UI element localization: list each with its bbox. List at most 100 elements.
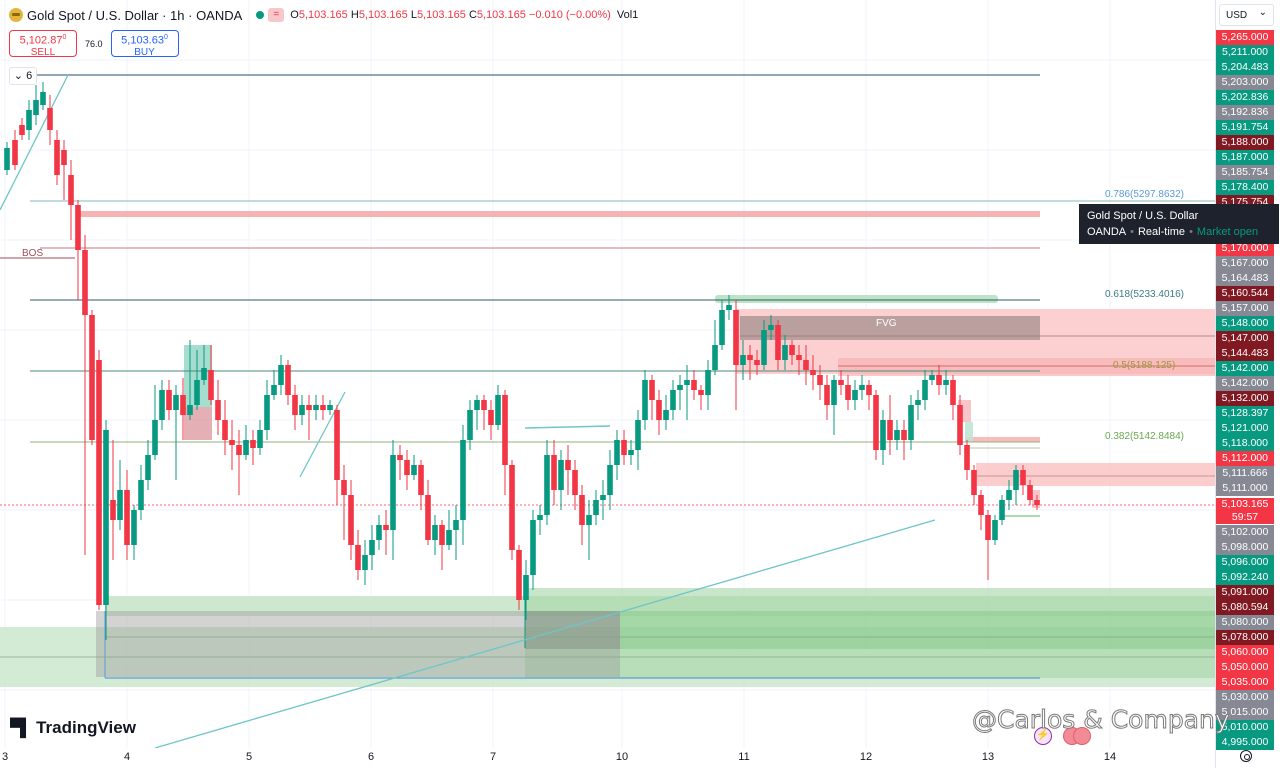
candle-body bbox=[614, 440, 620, 465]
time-axis-tick: 11 bbox=[738, 751, 750, 763]
indicators-collapse-button[interactable]: ⌄ 6 bbox=[9, 67, 37, 85]
price-axis-label: 5,202.836 bbox=[1216, 90, 1274, 105]
candle-body bbox=[698, 390, 704, 395]
candle-body bbox=[719, 310, 725, 345]
time-axis-tick: 4 bbox=[123, 751, 131, 763]
trade-panel: 5,102.870 SELL 76.0 5,103.630 BUY bbox=[9, 30, 179, 58]
tradingview-logo[interactable]: ▀▌ TradingView bbox=[10, 718, 136, 737]
current-price-label: 5,103.165 59:57 bbox=[1216, 498, 1274, 524]
price-axis-label: 5,167.000 bbox=[1216, 256, 1274, 271]
price-axis-label: 5,191.754 bbox=[1216, 120, 1274, 135]
candle-body bbox=[866, 385, 872, 395]
candle-body bbox=[187, 405, 193, 415]
candle-body bbox=[369, 540, 375, 555]
candle-body bbox=[82, 250, 88, 315]
settings-gear-icon[interactable] bbox=[1240, 750, 1252, 762]
candle-body bbox=[733, 310, 739, 365]
price-axis-label: 5,178.400 bbox=[1216, 180, 1274, 195]
price-axis-label: 5,035.000 bbox=[1216, 675, 1274, 690]
sell-button[interactable]: 5,102.870 SELL bbox=[9, 30, 77, 58]
time-axis-tick: 12 bbox=[859, 751, 873, 763]
candle-body bbox=[1034, 500, 1040, 505]
candle-body bbox=[250, 440, 256, 448]
price-axis-label: 5,078.000 bbox=[1216, 630, 1274, 645]
candle-body bbox=[852, 390, 858, 400]
candle-body bbox=[411, 465, 417, 475]
market-open-dot-icon[interactable] bbox=[256, 11, 265, 19]
price-axis-label: 5,080.000 bbox=[1216, 615, 1274, 630]
candle-body bbox=[278, 365, 284, 385]
candle-body bbox=[1020, 470, 1026, 485]
ohlc-values: O5,103.165 H5,103.165 L5,103.165 C5,103.… bbox=[290, 9, 611, 21]
candle-body bbox=[166, 390, 172, 410]
candle-body bbox=[929, 375, 935, 380]
time-axis-tick: 5 bbox=[245, 751, 253, 763]
candle-body bbox=[600, 495, 606, 500]
price-axis-label: 5,111.666 bbox=[1216, 466, 1274, 481]
symbol-title[interactable]: Gold Spot / U.S. Dollar · 1h · OANDA bbox=[27, 7, 243, 23]
volume-label: Vol1 bbox=[616, 9, 639, 21]
watermark-text: @Carlos & Company bbox=[972, 705, 1231, 735]
candle-body bbox=[502, 395, 508, 465]
chart-zones bbox=[0, 211, 1215, 687]
us-flag-event-icon-2[interactable] bbox=[1073, 727, 1091, 745]
candle-body bbox=[334, 410, 340, 480]
candle-body bbox=[40, 92, 46, 105]
candle-body bbox=[922, 380, 928, 400]
candle-body bbox=[628, 450, 634, 455]
candle-body bbox=[488, 410, 494, 425]
candle-body bbox=[285, 365, 291, 395]
price-axis-label: 5,096.000 bbox=[1216, 555, 1274, 570]
demand-zone-bright bbox=[620, 611, 1215, 649]
candle-body bbox=[159, 390, 165, 420]
price-axis-label: 5,060.000 bbox=[1216, 645, 1274, 660]
candle-body bbox=[124, 490, 130, 545]
candle-body bbox=[985, 515, 991, 540]
candle-body bbox=[509, 465, 515, 550]
price-axis-label: 5,132.000 bbox=[1216, 391, 1274, 406]
candle-body bbox=[775, 325, 781, 360]
candle-body bbox=[747, 355, 753, 360]
candle-body bbox=[138, 480, 144, 510]
buy-button[interactable]: 5,103.630 BUY bbox=[110, 30, 179, 58]
candle-body bbox=[215, 400, 221, 420]
candle-body bbox=[292, 395, 298, 415]
candle-body bbox=[425, 495, 431, 540]
candle-body bbox=[236, 445, 242, 455]
candle-body bbox=[537, 515, 543, 520]
price-axis-label: 5,128.397 bbox=[1216, 406, 1274, 421]
candle-body bbox=[467, 410, 473, 440]
candle-body bbox=[761, 330, 767, 365]
candle-body bbox=[376, 525, 382, 540]
candle-body bbox=[516, 550, 522, 600]
currency-select[interactable]: USD bbox=[1219, 2, 1274, 26]
candle-body bbox=[271, 385, 277, 395]
price-axis-label: 5,015.000 bbox=[1216, 705, 1274, 720]
candle-body bbox=[586, 515, 592, 525]
price-axis-label: 5,142.000 bbox=[1216, 361, 1274, 376]
candle-body bbox=[173, 395, 179, 410]
equals-flag-icon[interactable]: = bbox=[268, 8, 285, 22]
candle-body bbox=[383, 525, 389, 530]
price-axis-label: 5,187.000 bbox=[1216, 150, 1274, 165]
chevron-down-icon: ⌄ bbox=[13, 70, 24, 82]
candle-body bbox=[705, 370, 711, 395]
supply-zone-small bbox=[965, 437, 1040, 442]
lightning-event-icon[interactable]: ⚡ bbox=[1034, 727, 1052, 745]
price-chart-canvas[interactable]: BOS FVG 0.786(5297.8632) 0.618(5233.4016… bbox=[0, 0, 1215, 748]
candle-body bbox=[782, 345, 788, 360]
candle-body bbox=[726, 305, 732, 310]
candle-body bbox=[243, 440, 249, 455]
time-axis-tick: 3 bbox=[1, 751, 9, 763]
candle-body bbox=[306, 405, 312, 410]
candle-body bbox=[817, 375, 823, 385]
time-axis[interactable]: 3 4 5 6 7 10 11 12 13 14 bbox=[0, 748, 1215, 768]
candle-body bbox=[320, 405, 326, 410]
candle-body bbox=[299, 405, 305, 415]
candle-body bbox=[474, 400, 480, 410]
gold-coin-icon bbox=[9, 8, 23, 22]
candle-body bbox=[880, 420, 886, 450]
candle-body bbox=[551, 455, 557, 490]
candle-body bbox=[677, 385, 683, 390]
bos-label: BOS bbox=[22, 248, 43, 259]
